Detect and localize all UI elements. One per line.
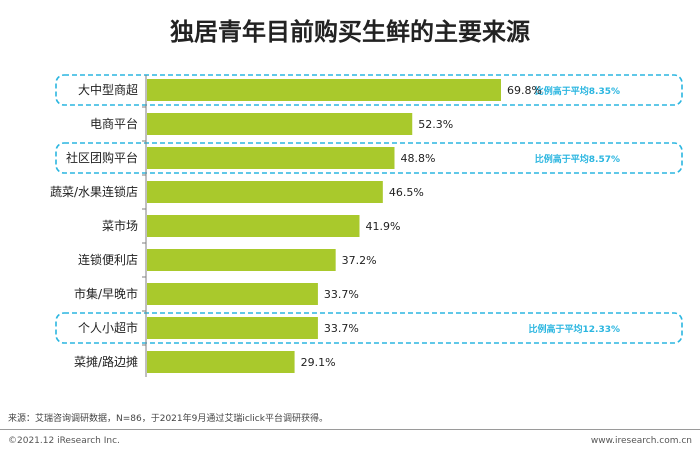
- value-label: 33.7%: [324, 322, 359, 335]
- highlight-note: 比例高于平均8.57%: [535, 153, 620, 165]
- footer-divider: [0, 429, 700, 430]
- category-label: 蔬菜/水果连锁店: [50, 184, 138, 199]
- category-label: 市集/早晚市: [74, 286, 138, 301]
- chart-title: 独居青年目前购买生鲜的主要来源: [170, 18, 530, 46]
- category-label: 菜摊/路边摊: [74, 354, 138, 369]
- value-label: 37.2%: [342, 254, 377, 267]
- bar: [147, 147, 395, 169]
- highlight-boxes: 比例高于平均8.35% 比例高于平均8.57% 比例高于平均12.33%: [55, 74, 683, 344]
- labels: 大中型商超 69.8% 电商平台 52.3% 社区团购平台 48.8% 蔬菜/水果连锁店 46…: [50, 82, 542, 369]
- source-note: 来源：艾瑞咨询调研数据，N=86，于2021年9月通过艾瑞iclick平台调研获…: [8, 414, 328, 424]
- value-label: 33.7%: [324, 288, 359, 301]
- category-label: 个人小超市: [78, 320, 138, 335]
- bar: [147, 215, 360, 237]
- value-label: 41.9%: [366, 220, 401, 233]
- highlight-box: [55, 74, 683, 106]
- highlight-box: [55, 142, 683, 174]
- highlight-note: 比例高于平均8.35%: [535, 85, 620, 97]
- category-label: 连锁便利店: [78, 252, 138, 267]
- value-label: 69.8%: [507, 84, 542, 97]
- bar: [147, 79, 501, 101]
- value-label: 52.3%: [418, 118, 453, 131]
- category-label: 电商平台: [90, 116, 138, 131]
- bar: [147, 181, 383, 203]
- bars: [142, 75, 501, 377]
- bar: [147, 317, 318, 339]
- value-label: 29.1%: [301, 356, 336, 369]
- bar: [147, 283, 318, 305]
- bar: [147, 113, 413, 135]
- highlight-note: 比例高于平均12.33%: [529, 323, 621, 335]
- bar: [147, 249, 336, 271]
- website-text: www.iresearch.com.cn: [590, 436, 692, 446]
- value-label: 46.5%: [389, 186, 424, 199]
- bar-chart: 比例高于平均8.35% 比例高于平均8.57% 比例高于平均12.33% 大中型商超…: [50, 74, 683, 377]
- value-label: 48.8%: [400, 152, 435, 165]
- highlight-box: [55, 312, 683, 344]
- bar: [147, 351, 295, 373]
- copyright-text: ©2021.12 iResearch Inc.: [8, 436, 120, 446]
- category-label: 菜市场: [102, 218, 138, 233]
- category-label: 社区团购平台: [66, 150, 138, 165]
- category-label: 大中型商超: [78, 82, 138, 97]
